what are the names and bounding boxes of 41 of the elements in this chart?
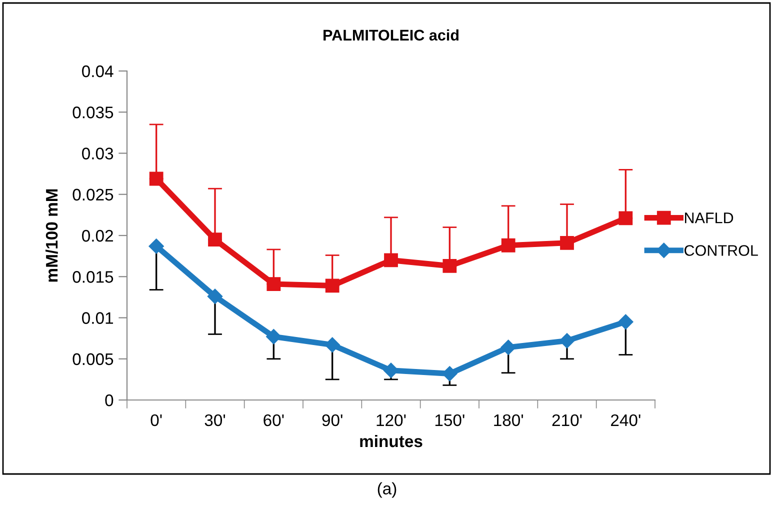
x-tick-label: 60' — [264, 414, 284, 426]
point — [266, 277, 281, 291]
y-tick-label: 0.02 — [82, 230, 113, 242]
point — [442, 366, 458, 382]
x-tick-label: 0' — [150, 414, 162, 426]
legend-label: NAFLD — [685, 212, 734, 224]
text: (a) — [378, 482, 396, 498]
point — [501, 238, 516, 252]
point — [618, 314, 634, 330]
point — [442, 258, 457, 273]
x-tick-label: 30' — [204, 414, 226, 426]
point — [325, 278, 340, 293]
point — [266, 329, 282, 344]
y-tick-label: 0.03 — [82, 148, 114, 160]
x-tick-label: 150' — [435, 414, 464, 426]
x-tick-label: 210' — [552, 414, 582, 426]
point — [208, 232, 222, 247]
y-tick-label: 0 — [105, 394, 114, 406]
y-tick-label: 0.025 — [72, 188, 114, 201]
legend-label: CONTROL — [684, 245, 758, 256]
point — [148, 238, 164, 254]
chart-title: PALMITOLEIC acid — [324, 29, 458, 41]
y-tick-label: 0.035 — [72, 106, 114, 118]
y-tick-label: 0.005 — [72, 353, 114, 366]
point — [500, 340, 516, 355]
point — [560, 236, 574, 250]
point — [324, 337, 340, 352]
y-tick-label: 0.04 — [82, 65, 114, 78]
y-tick-label: 0.01 — [82, 312, 113, 324]
point — [207, 288, 223, 304]
x-tick-label: 120' — [376, 414, 406, 426]
point — [618, 211, 633, 226]
y-axis-title: mM/100 mM — [45, 189, 58, 282]
point — [149, 172, 164, 186]
x-tick-label: 240' — [611, 414, 640, 426]
point — [384, 253, 398, 268]
x-axis-title: minutes — [360, 434, 422, 448]
point — [559, 333, 575, 348]
x-tick-label: 180' — [494, 414, 523, 426]
y-tick-label: 0.015 — [72, 271, 114, 283]
x-tick-label: 90' — [322, 414, 342, 426]
